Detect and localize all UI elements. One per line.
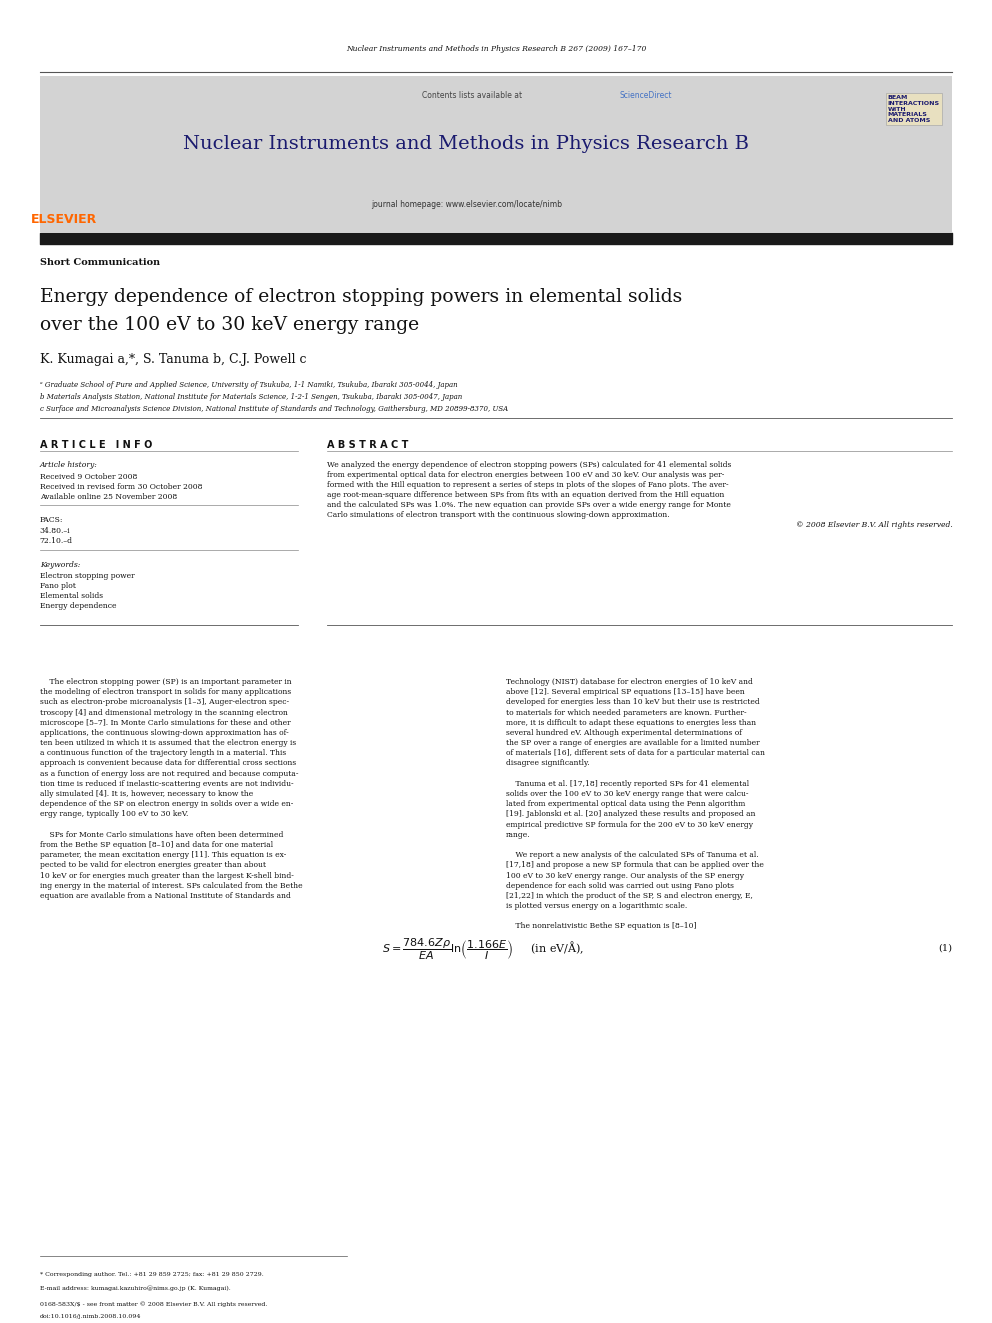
Text: A R T I C L E   I N F O: A R T I C L E I N F O: [40, 441, 152, 450]
Text: We analyzed the energy dependence of electron stopping powers (SPs) calculated f: We analyzed the energy dependence of ele…: [327, 460, 732, 468]
Text: 34.80.–i: 34.80.–i: [40, 527, 70, 534]
Text: [19]. Jablonski et al. [20] analyzed these results and proposed an: [19]. Jablonski et al. [20] analyzed the…: [506, 811, 756, 819]
Text: pected to be valid for electron energies greater than about: pected to be valid for electron energies…: [40, 861, 266, 869]
Text: Received in revised form 30 October 2008: Received in revised form 30 October 2008: [40, 483, 202, 491]
Text: ELSEVIER: ELSEVIER: [32, 213, 97, 226]
Text: Article history:: Article history:: [40, 460, 97, 468]
Text: Contents lists available at: Contents lists available at: [422, 91, 524, 101]
Text: Energy dependence of electron stopping powers in elemental solids: Energy dependence of electron stopping p…: [40, 288, 682, 306]
Text: b Materials Analysis Station, National Institute for Materials Science, 1-2-1 Se: b Materials Analysis Station, National I…: [40, 393, 462, 401]
Text: ᵃ Graduate School of Pure and Applied Science, University of Tsukuba, 1-1 Namiki: ᵃ Graduate School of Pure and Applied Sc…: [40, 381, 457, 389]
Text: such as electron-probe microanalysis [1–3], Auger-electron spec-: such as electron-probe microanalysis [1–…: [40, 699, 289, 706]
Text: the modeling of electron transport in solids for many applications: the modeling of electron transport in so…: [40, 688, 291, 696]
Text: microscope [5–7]. In Monte Carlo simulations for these and other: microscope [5–7]. In Monte Carlo simulat…: [40, 718, 291, 726]
Text: formed with the Hill equation to represent a series of steps in plots of the slo: formed with the Hill equation to represe…: [327, 482, 729, 490]
Text: 72.10.–d: 72.10.–d: [40, 537, 72, 545]
Text: more, it is difficult to adapt these equations to energies less than: more, it is difficult to adapt these equ…: [506, 718, 756, 726]
Text: dependence of the SP on electron energy in solids over a wide en-: dependence of the SP on electron energy …: [40, 800, 293, 808]
Text: 100 eV to 30 keV energy range. Our analysis of the SP energy: 100 eV to 30 keV energy range. Our analy…: [506, 872, 744, 880]
Text: SPs for Monte Carlo simulations have often been determined: SPs for Monte Carlo simulations have oft…: [40, 831, 283, 839]
Text: ergy range, typically 100 eV to 30 keV.: ergy range, typically 100 eV to 30 keV.: [40, 811, 188, 819]
Text: 0168-583X/$ - see front matter © 2008 Elsevier B.V. All rights reserved.: 0168-583X/$ - see front matter © 2008 El…: [40, 1301, 267, 1307]
Text: lated from experimental optical data using the Penn algorithm: lated from experimental optical data usi…: [506, 800, 745, 808]
Text: We report a new analysis of the calculated SPs of Tanuma et al.: We report a new analysis of the calculat…: [506, 851, 759, 859]
Text: empirical predictive SP formula for the 200 eV to 30 keV energy: empirical predictive SP formula for the …: [506, 820, 753, 828]
Text: The electron stopping power (SP) is an important parameter in: The electron stopping power (SP) is an i…: [40, 677, 292, 687]
Text: over the 100 eV to 30 keV energy range: over the 100 eV to 30 keV energy range: [40, 316, 419, 333]
Text: * Corresponding author. Tel.: +81 29 859 2725; fax: +81 29 850 2729.: * Corresponding author. Tel.: +81 29 859…: [40, 1271, 264, 1277]
Text: 10 keV or for energies much greater than the largest K-shell bind-: 10 keV or for energies much greater than…: [40, 872, 294, 880]
Text: several hundred eV. Although experimental determinations of: several hundred eV. Although experimenta…: [506, 729, 742, 737]
Text: approach is convenient because data for differential cross sections: approach is convenient because data for …: [40, 759, 296, 767]
Text: from the Bethe SP equation [8–10] and data for one material: from the Bethe SP equation [8–10] and da…: [40, 841, 273, 849]
FancyBboxPatch shape: [40, 75, 952, 232]
Text: A B S T R A C T: A B S T R A C T: [327, 441, 409, 450]
Text: ScienceDirect: ScienceDirect: [620, 91, 673, 101]
Text: the SP over a range of energies are available for a limited number: the SP over a range of energies are avai…: [506, 740, 760, 747]
Text: ing energy in the material of interest. SPs calculated from the Bethe: ing energy in the material of interest. …: [40, 881, 303, 890]
Text: doi:10.1016/j.nimb.2008.10.094: doi:10.1016/j.nimb.2008.10.094: [40, 1314, 141, 1319]
Text: BEAM
INTERACTIONS
WITH
MATERIALS
AND ATOMS: BEAM INTERACTIONS WITH MATERIALS AND ATO…: [888, 95, 940, 123]
Text: Energy dependence: Energy dependence: [40, 602, 116, 610]
Text: © 2008 Elsevier B.V. All rights reserved.: © 2008 Elsevier B.V. All rights reserved…: [796, 521, 952, 529]
Text: developed for energies less than 10 keV but their use is restricted: developed for energies less than 10 keV …: [506, 699, 760, 706]
Text: is plotted versus energy on a logarithmic scale.: is plotted versus energy on a logarithmi…: [506, 902, 687, 910]
Text: Keywords:: Keywords:: [40, 561, 80, 569]
Text: parameter, the mean excitation energy [11]. This equation is ex-: parameter, the mean excitation energy [1…: [40, 851, 286, 859]
Text: age root-mean-square difference between SPs from fits with an equation derived f: age root-mean-square difference between …: [327, 491, 725, 499]
Text: Technology (NIST) database for electron energies of 10 keV and: Technology (NIST) database for electron …: [506, 677, 753, 687]
Text: journal homepage: www.elsevier.com/locate/nimb: journal homepage: www.elsevier.com/locat…: [371, 200, 561, 209]
Text: (1): (1): [938, 943, 952, 953]
Text: disagree significantly.: disagree significantly.: [506, 759, 589, 767]
Text: Carlo simulations of electron transport with the continuous slowing-down approxi: Carlo simulations of electron transport …: [327, 511, 670, 519]
Text: The nonrelativistic Bethe SP equation is [8–10]: The nonrelativistic Bethe SP equation is…: [506, 922, 696, 930]
Text: range.: range.: [506, 831, 531, 839]
Text: a continuous function of the trajectory length in a material. This: a continuous function of the trajectory …: [40, 749, 286, 757]
Text: applications, the continuous slowing-down approximation has of-: applications, the continuous slowing-dow…: [40, 729, 289, 737]
Text: Nuclear Instruments and Methods in Physics Research B 267 (2009) 167–170: Nuclear Instruments and Methods in Physi…: [346, 45, 646, 53]
Text: Nuclear Instruments and Methods in Physics Research B: Nuclear Instruments and Methods in Physi…: [184, 135, 749, 153]
Text: Tanuma et al. [17,18] recently reported SPs for 41 elemental: Tanuma et al. [17,18] recently reported …: [506, 779, 749, 789]
Text: to materials for which needed parameters are known. Further-: to materials for which needed parameters…: [506, 709, 747, 717]
Text: solids over the 100 eV to 30 keV energy range that were calcu-: solids over the 100 eV to 30 keV energy …: [506, 790, 748, 798]
Text: Electron stopping power: Electron stopping power: [40, 572, 134, 579]
Text: [21,22] in which the product of the SP, S and electron energy, E,: [21,22] in which the product of the SP, …: [506, 892, 753, 900]
Text: PACS:: PACS:: [40, 516, 63, 524]
Text: of materials [16], different sets of data for a particular material can: of materials [16], different sets of dat…: [506, 749, 765, 757]
Text: Fano plot: Fano plot: [40, 582, 75, 590]
Text: [17,18] and propose a new SP formula that can be applied over the: [17,18] and propose a new SP formula tha…: [506, 861, 764, 869]
Text: tion time is reduced if inelastic-scattering events are not individu-: tion time is reduced if inelastic-scatte…: [40, 779, 294, 789]
Text: K. Kumagai a,*, S. Tanuma b, C.J. Powell c: K. Kumagai a,*, S. Tanuma b, C.J. Powell…: [40, 353, 307, 366]
Text: troscopy [4] and dimensional metrology in the scanning electron: troscopy [4] and dimensional metrology i…: [40, 709, 288, 717]
Text: and the calculated SPs was 1.0%. The new equation can provide SPs over a wide en: and the calculated SPs was 1.0%. The new…: [327, 501, 731, 509]
Text: as a function of energy loss are not required and because computa-: as a function of energy loss are not req…: [40, 770, 299, 778]
Text: E-mail address: kumagai.kazuhiro@nims.go.jp (K. Kumagai).: E-mail address: kumagai.kazuhiro@nims.go…: [40, 1285, 230, 1291]
Text: Available online 25 November 2008: Available online 25 November 2008: [40, 493, 177, 501]
Text: above [12]. Several empirical SP equations [13–15] have been: above [12]. Several empirical SP equatio…: [506, 688, 745, 696]
Text: Short Communication: Short Communication: [40, 258, 160, 267]
Text: dependence for each solid was carried out using Fano plots: dependence for each solid was carried ou…: [506, 881, 734, 890]
Text: c Surface and Microanalysis Science Division, National Institute of Standards an: c Surface and Microanalysis Science Divi…: [40, 405, 508, 413]
Text: $S = \dfrac{784.6Z\rho}{EA} \ln\!\left(\dfrac{1.166E}{I}\right)$     (in eV/Å),: $S = \dfrac{784.6Z\rho}{EA} \ln\!\left(\…: [382, 937, 584, 962]
Text: ten been utilized in which it is assumed that the electron energy is: ten been utilized in which it is assumed…: [40, 740, 296, 747]
Text: ally simulated [4]. It is, however, necessary to know the: ally simulated [4]. It is, however, nece…: [40, 790, 253, 798]
Text: Elemental solids: Elemental solids: [40, 591, 103, 601]
Text: Received 9 October 2008: Received 9 October 2008: [40, 474, 137, 482]
Text: equation are available from a National Institute of Standards and: equation are available from a National I…: [40, 892, 291, 900]
Text: from experimental optical data for electron energies between 100 eV and 30 keV. : from experimental optical data for elect…: [327, 471, 725, 479]
